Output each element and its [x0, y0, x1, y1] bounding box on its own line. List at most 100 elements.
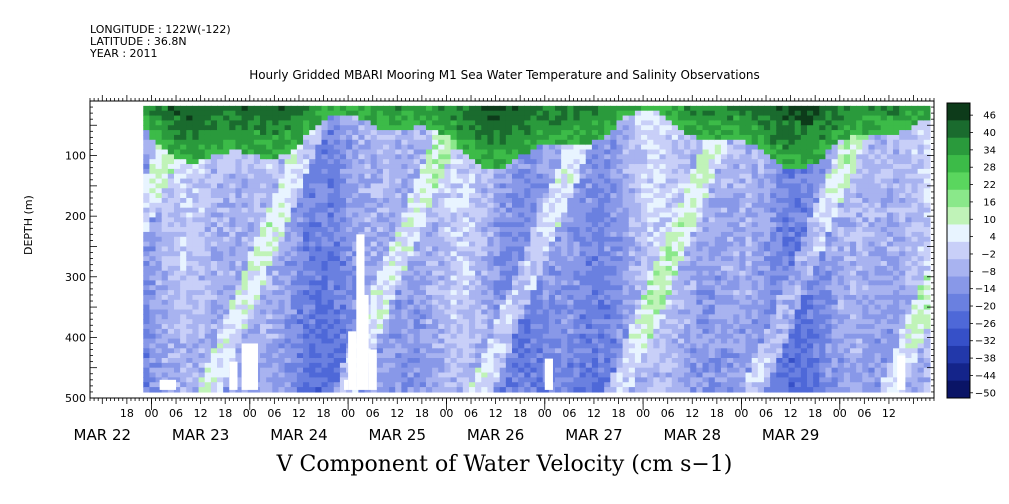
heatmap-cell [468, 212, 476, 218]
heatmap-cell [180, 222, 187, 228]
heatmap-cell [425, 246, 433, 252]
heatmap-cell [622, 173, 630, 180]
heatmap-cell [462, 159, 470, 165]
heatmap-cell [419, 178, 427, 185]
heatmap-cell [401, 251, 409, 257]
heatmap-cell [149, 372, 157, 378]
heatmap-cell [389, 324, 396, 330]
heatmap-cell [468, 290, 476, 296]
heatmap-cell [247, 159, 255, 165]
heatmap-cell [401, 120, 409, 126]
heatmap-cell [395, 319, 402, 325]
heatmap-cell [223, 144, 230, 151]
heatmap-cell [505, 290, 513, 296]
heatmap-cell [462, 125, 470, 131]
heatmap-cell [235, 134, 243, 141]
heatmap-cell [327, 294, 335, 301]
heatmap-cell [186, 188, 194, 194]
heatmap-cell [487, 188, 495, 194]
chart-title: Hourly Gridded MBARI Mooring M1 Sea Wate… [249, 68, 760, 82]
heatmap-cell [352, 261, 359, 267]
heatmap-cell [604, 168, 611, 175]
heatmap-cell [481, 328, 489, 335]
heatmap-cell [260, 304, 267, 311]
heatmap-cell [548, 154, 556, 160]
heatmap-cell [278, 227, 286, 233]
heatmap-cell [284, 275, 292, 282]
heatmap-cell [210, 387, 218, 393]
heatmap-cell [536, 144, 544, 151]
heatmap-cell [198, 265, 206, 272]
heatmap-cell [536, 338, 544, 345]
heatmap-cell [260, 207, 267, 214]
heatmap-cell [167, 159, 175, 165]
heatmap-cell [241, 105, 249, 112]
heatmap-cell [634, 367, 642, 374]
heatmap-cell [284, 164, 292, 170]
heatmap-cell [634, 227, 642, 233]
heatmap-cell [450, 125, 458, 131]
heatmap-cell [499, 178, 507, 185]
heatmap-cell [432, 309, 439, 315]
heatmap-cell [167, 202, 175, 209]
heatmap-cell [462, 343, 470, 349]
heatmap-cell [309, 319, 316, 325]
heatmap-cell [505, 353, 513, 359]
heatmap-cell [370, 222, 378, 228]
heatmap-cell [536, 270, 544, 277]
heatmap-cell [450, 309, 458, 315]
heatmap-cell [493, 193, 501, 199]
heatmap-cell [616, 348, 624, 354]
heatmap-cell [425, 217, 433, 223]
heatmap-cell [475, 246, 482, 252]
heatmap-cell [555, 290, 562, 296]
heatmap-cell [444, 105, 452, 112]
heatmap-cell [247, 236, 255, 243]
heatmap-cell [512, 275, 519, 282]
heatmap-cell [315, 130, 323, 136]
heatmap-cell [241, 304, 249, 311]
heatmap-cell [315, 183, 323, 189]
heatmap-cell [536, 134, 544, 141]
heatmap-cell [561, 261, 568, 267]
heatmap-cell [555, 319, 562, 325]
heatmap-cell [303, 154, 310, 160]
heatmap-cell [598, 207, 605, 214]
heatmap-cell [493, 324, 501, 330]
heatmap-cell [653, 110, 661, 117]
heatmap-cell [419, 154, 427, 160]
heatmap-cell [518, 314, 525, 320]
heatmap-cell [641, 197, 648, 204]
heatmap-cell [358, 202, 366, 209]
heatmap-cell [475, 212, 482, 218]
heatmap-cell [438, 154, 445, 160]
heatmap-cell [290, 338, 298, 345]
heatmap-cell [548, 183, 556, 189]
heatmap-cell [229, 105, 237, 112]
heatmap-cell [610, 139, 618, 146]
heatmap-cell [229, 251, 237, 257]
heatmap-cell [512, 236, 519, 243]
heatmap-cell [401, 164, 409, 170]
heatmap-cell [303, 251, 310, 257]
heatmap-cell [462, 246, 470, 252]
heatmap-cell [425, 348, 433, 354]
heatmap-cell [561, 333, 568, 340]
heatmap-cell [217, 265, 224, 272]
heatmap-cell [512, 188, 519, 194]
heatmap-cell [573, 261, 581, 267]
heatmap-cell [610, 222, 618, 228]
heatmap-cell [450, 193, 458, 199]
heatmap-cell [548, 110, 556, 117]
heatmap-cell [634, 280, 642, 286]
heatmap-cell [266, 328, 273, 335]
heatmap-cell [290, 304, 298, 311]
heatmap-cell [167, 236, 175, 243]
heatmap-cell [536, 367, 544, 374]
heatmap-cell [210, 134, 218, 141]
heatmap-cell [413, 367, 421, 374]
heatmap-cell [217, 110, 224, 117]
heatmap-cell [555, 324, 562, 330]
heatmap-cell [253, 207, 261, 214]
heatmap-cell [432, 125, 439, 131]
